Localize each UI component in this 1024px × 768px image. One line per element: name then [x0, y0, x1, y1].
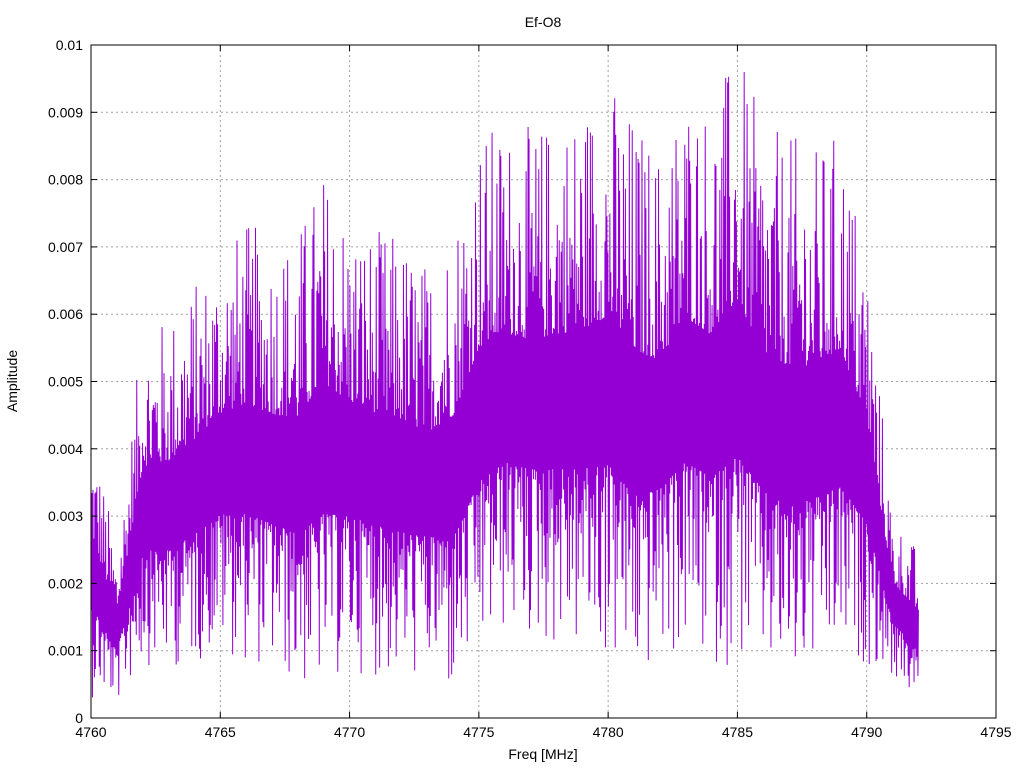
- y-tick-label: 0.008: [48, 172, 83, 188]
- x-tick-label: 4795: [980, 724, 1011, 740]
- series-line: [90, 72, 919, 698]
- x-tick-label: 4790: [851, 724, 882, 740]
- x-tick-label: 4770: [334, 724, 365, 740]
- chart-title: Ef-O8: [525, 14, 562, 30]
- ticks: [90, 44, 997, 719]
- y-tick-label: 0: [75, 710, 83, 726]
- y-tick-label: 0.007: [48, 239, 83, 255]
- y-tick-label: 0.004: [48, 441, 83, 457]
- y-tick-label: 0.001: [48, 643, 83, 659]
- x-tick-label: 4765: [205, 724, 236, 740]
- y-tick-label: 0.005: [48, 374, 83, 390]
- y-axis-title: Amplitude: [4, 350, 20, 412]
- y-tick-labels: 0 0.001 0.002 0.003 0.004 0.005 0.006 0.007 0.00…: [48, 37, 83, 726]
- x-tick-label: 4785: [722, 724, 753, 740]
- y-tick-label: 0.009: [48, 104, 83, 120]
- x-tick-label: 4780: [593, 724, 624, 740]
- y-tick-label: 0.006: [48, 306, 83, 322]
- x-tick-labels: 4760 4765 4770 4775 4780 4785 4790 4795: [75, 724, 1011, 740]
- series-layer: [90, 72, 919, 698]
- y-tick-label: 0.003: [48, 508, 83, 524]
- y-tick-label: 0.01: [56, 37, 83, 53]
- y-tick-label: 0.002: [48, 575, 83, 591]
- x-tick-label: 4760: [75, 724, 106, 740]
- x-axis-title: Freq [MHz]: [508, 746, 577, 762]
- x-tick-label: 4775: [463, 724, 494, 740]
